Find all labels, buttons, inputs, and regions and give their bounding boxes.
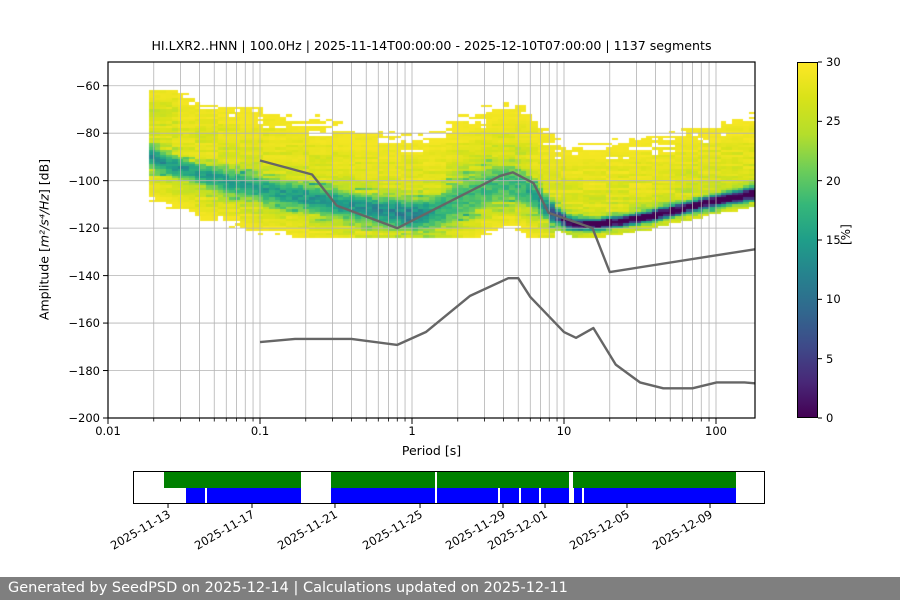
coverage-segment-blue (540, 487, 569, 503)
coverage-segment-blue (584, 487, 737, 503)
y-tick-label: −180 (68, 363, 100, 378)
colorbar-label: [%] (839, 224, 853, 245)
coverage-segment-blue (331, 487, 435, 503)
y-axis-label: Amplitude [m²/s⁴/Hz] [dB] (37, 120, 52, 360)
y-axis-label-prefix: Amplitude [ (36, 247, 52, 321)
y-tick-label: −120 (68, 221, 100, 236)
y-tick-label: −80 (75, 126, 100, 141)
coverage-segment-blue (437, 487, 498, 503)
x-tick-label: 100 (705, 424, 727, 438)
coverage-segment-blue (500, 487, 519, 503)
x-tick-label: 10 (556, 424, 572, 438)
y-axis-label-units: m²/s⁴/Hz (36, 194, 52, 248)
x-tick-label: 1 (408, 424, 416, 438)
status-bar: Generated by SeedPSD on 2025-12-14 | Cal… (0, 577, 900, 600)
colorbar-tick-label: 15 (826, 233, 841, 247)
plot-title: HI.LXR2..HNN | 100.0Hz | 2025-11-14T00:0… (151, 38, 712, 53)
colorbar-tick-label: 30 (826, 55, 841, 69)
colorbar-tick-label: 20 (826, 173, 841, 188)
nlnm-noise-model-line (259, 277, 755, 390)
coverage-segment-blue (573, 487, 582, 503)
y-axis-label-suffix: ] [dB] (36, 158, 52, 195)
colorbar (797, 62, 818, 418)
x-axis-label: Period [s] (401, 443, 462, 458)
coverage-segment-blue (207, 487, 301, 503)
colorbar-tick-label: 10 (826, 292, 841, 307)
axes-frame (107, 61, 756, 419)
y-tick-label: −200 (68, 411, 100, 425)
nhnm-noise-model-line (259, 159, 755, 274)
y-tick-label: −100 (68, 173, 100, 188)
colorbar-tick-label: 5 (826, 351, 834, 366)
coverage-segment-green (572, 472, 736, 488)
x-tick-label: 0.01 (95, 424, 121, 438)
x-tick-label: 0.1 (250, 424, 270, 438)
coverage-segment-green (331, 472, 435, 488)
coverage-timeline (133, 471, 765, 504)
coverage-segment-green (437, 472, 569, 488)
coverage-segment-blue (185, 487, 205, 503)
coverage-segment-green (163, 472, 301, 488)
coverage-segment-blue (521, 487, 540, 503)
y-tick-label: −60 (75, 78, 100, 93)
colorbar-tick-label: 25 (826, 114, 841, 129)
ppsd-heatmap (108, 62, 755, 418)
y-tick-label: −140 (68, 268, 100, 283)
y-tick-label: −160 (68, 316, 100, 331)
colorbar-tick-label: 0 (826, 411, 834, 425)
